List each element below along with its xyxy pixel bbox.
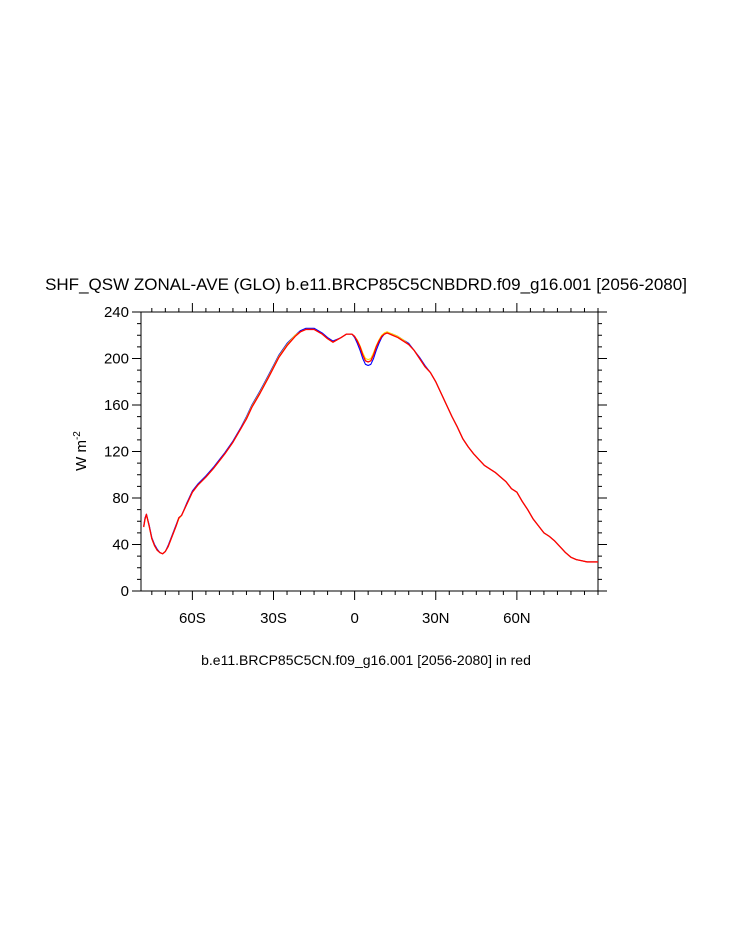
series-group — [143, 327, 598, 563]
x-tick-label: 60N — [503, 610, 531, 627]
y-tick-label: 0 — [121, 583, 129, 600]
y-axis-ticks: 0 40 80 120 160 200 240 — [104, 304, 607, 600]
series-line-1 — [143, 327, 598, 563]
x-tick-label: 0 — [350, 610, 358, 627]
plot-frame — [140, 311, 599, 592]
x-tick-label: 30N — [422, 610, 450, 627]
x-tick-label: 60S — [179, 610, 206, 627]
chart-title: SHF_QSW ZONAL-AVE (GLO) b.e11.BRCP85C5CN… — [45, 275, 687, 294]
y-tick-label: 200 — [104, 351, 129, 368]
plot-area: 0 40 80 120 160 200 240 60S 30S 0 30N 60N — [104, 303, 607, 627]
x-tick-label: 30S — [260, 610, 287, 627]
y-tick-label: 40 — [112, 537, 129, 554]
y-tick-label: 160 — [104, 397, 129, 414]
y-axis-label-superscript: -2 — [72, 431, 83, 440]
y-axis-label-main: W m — [73, 440, 90, 471]
y-tick-label: 240 — [104, 304, 129, 321]
y-axis-label: W m-2 — [72, 431, 90, 471]
chart-caption: b.e11.BRCP85C5CN.f09_g16.001 [2056-2080]… — [201, 652, 531, 668]
series-line-0 — [143, 328, 598, 563]
y-tick-label: 120 — [104, 444, 129, 461]
y-tick-label: 80 — [112, 490, 129, 507]
x-axis-ticks: 60S 30S 0 30N 60N — [151, 303, 599, 627]
